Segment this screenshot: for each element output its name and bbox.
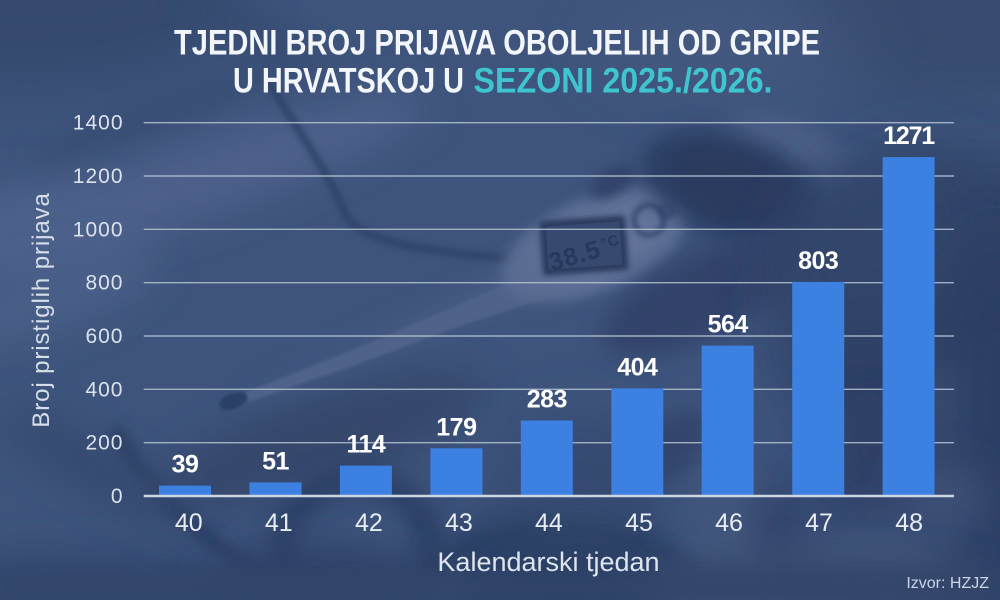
- svg-text:40: 40: [175, 509, 203, 537]
- svg-text:283: 283: [527, 386, 567, 414]
- svg-text:1400: 1400: [73, 112, 124, 135]
- svg-text:48: 48: [895, 509, 923, 537]
- svg-text:564: 564: [708, 311, 749, 339]
- svg-text:1200: 1200: [73, 165, 124, 188]
- svg-text:41: 41: [265, 509, 293, 537]
- svg-text:0: 0: [111, 485, 124, 508]
- svg-text:1000: 1000: [73, 218, 124, 241]
- svg-text:200: 200: [85, 432, 123, 455]
- svg-text:U HRVATSKOJ U: U HRVATSKOJ U: [233, 62, 464, 101]
- svg-text:42: 42: [355, 509, 383, 537]
- svg-text:803: 803: [798, 247, 838, 275]
- svg-text:800: 800: [85, 272, 123, 295]
- svg-text:179: 179: [436, 413, 476, 441]
- svg-text:TJEDNI BROJ PRIJAVA OBOLJELIH: TJEDNI BROJ PRIJAVA OBOLJELIH OD GRIPE: [174, 24, 820, 63]
- svg-text:39: 39: [172, 451, 199, 479]
- svg-text:404: 404: [617, 353, 658, 381]
- svg-text:44: 44: [535, 509, 563, 537]
- svg-text:600: 600: [85, 325, 123, 348]
- svg-text:SEZONI 2025./2026.: SEZONI 2025./2026.: [474, 62, 773, 101]
- svg-text:51: 51: [262, 447, 289, 475]
- svg-text:45: 45: [625, 509, 653, 537]
- svg-text:114: 114: [346, 431, 385, 459]
- svg-text:Izvor: HZJZ: Izvor: HZJZ: [906, 575, 989, 592]
- svg-text:400: 400: [85, 378, 123, 401]
- svg-text:1271: 1271: [883, 122, 935, 150]
- svg-text:Broj pristiglih prijava: Broj pristiglih prijava: [28, 192, 55, 427]
- svg-text:43: 43: [445, 509, 473, 537]
- svg-text:46: 46: [715, 509, 743, 537]
- svg-text:47: 47: [805, 509, 833, 537]
- svg-text:Kalendarski tjedan: Kalendarski tjedan: [437, 547, 659, 577]
